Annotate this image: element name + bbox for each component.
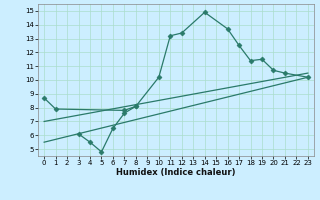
X-axis label: Humidex (Indice chaleur): Humidex (Indice chaleur) — [116, 168, 236, 177]
